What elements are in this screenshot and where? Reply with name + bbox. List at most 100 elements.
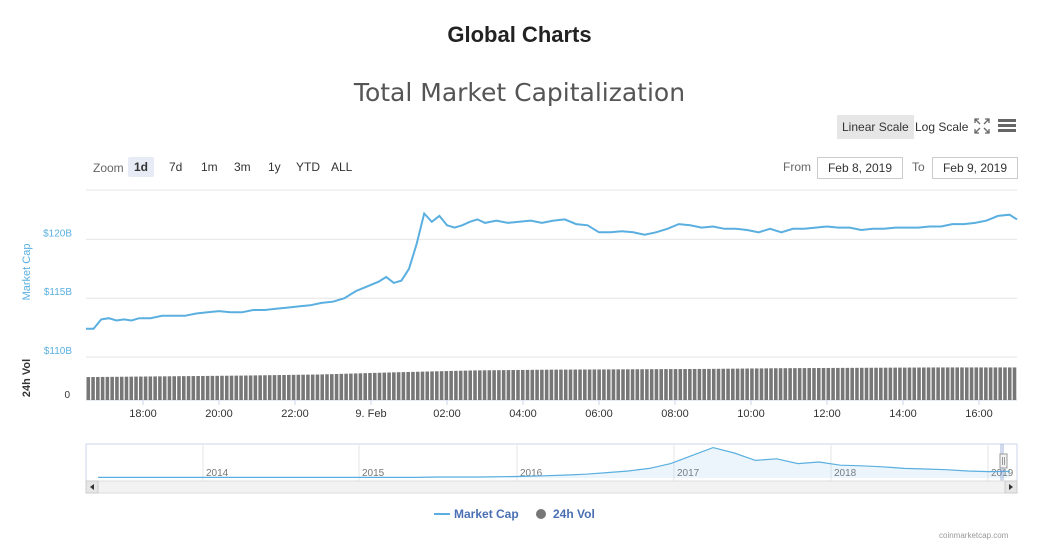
- scrollbar-track[interactable]: [85, 480, 1018, 494]
- volume-bar: [630, 369, 635, 400]
- volume-bar: [583, 369, 587, 400]
- volume-bar: [473, 370, 477, 400]
- volume-bar: [883, 367, 888, 400]
- arrow-left-icon[interactable]: [85, 480, 99, 494]
- x-tick-label: 18:00: [129, 408, 157, 420]
- zoom-1d-button[interactable]: 1d: [128, 157, 155, 177]
- volume-bar: [602, 369, 606, 400]
- navigator-line: [98, 446, 1011, 478]
- volume-bar: [158, 376, 162, 400]
- volume-bar: [315, 374, 320, 400]
- volume-bar: [525, 369, 530, 400]
- log-scale-button[interactable]: Log Scale: [915, 120, 969, 134]
- volume-bar: [234, 375, 239, 400]
- zoom-1y-button[interactable]: 1y: [268, 160, 281, 174]
- volume-bar: [124, 376, 129, 400]
- linear-scale-button[interactable]: Linear Scale: [837, 115, 914, 139]
- navigator-frame[interactable]: [85, 443, 1018, 482]
- volume-bar: [692, 368, 697, 400]
- from-date-input[interactable]: Feb 8, 2019: [817, 157, 903, 179]
- volume-bar: [640, 369, 644, 400]
- volume-bar: [387, 372, 391, 400]
- volume-bar: [220, 375, 224, 400]
- volume-bar: [802, 368, 807, 400]
- volume-bar: [320, 374, 325, 400]
- volume-bar: [740, 368, 745, 400]
- volume-bar: [960, 367, 964, 400]
- volume-bar: [707, 368, 711, 400]
- fullscreen-icon[interactable]: [974, 118, 990, 134]
- volume-bar: [764, 368, 769, 400]
- volume-bar: [425, 371, 430, 400]
- zoom-1m-button[interactable]: 1m: [201, 160, 218, 174]
- volume-bar: [898, 367, 902, 400]
- volume-bar: [449, 370, 453, 400]
- arrow-right-icon[interactable]: [1004, 480, 1018, 494]
- volume-bar: [922, 367, 926, 400]
- zoom-ytd-button[interactable]: YTD: [296, 160, 320, 174]
- volume-bar: [420, 371, 425, 400]
- volume-bar: [191, 376, 196, 400]
- legend-market-cap[interactable]: Market Cap: [434, 507, 519, 521]
- volume-bar: [411, 371, 415, 400]
- zoom-7d-button[interactable]: 7d: [169, 160, 183, 174]
- navigator-handle-icon[interactable]: [999, 453, 1008, 469]
- volume-bar: [793, 368, 797, 400]
- volume-bar: [310, 374, 315, 400]
- to-date-input[interactable]: Feb 9, 2019: [932, 157, 1018, 179]
- volume-bar: [941, 367, 945, 400]
- volume-bar: [468, 370, 473, 400]
- credit-link[interactable]: coinmarketcap.com: [939, 531, 1009, 540]
- volume-bar: [287, 374, 291, 400]
- volume-bar: [931, 367, 936, 400]
- zoom-all-button[interactable]: ALL: [331, 160, 353, 174]
- volume-bar: [148, 376, 153, 400]
- zoom-3m-button[interactable]: 3m: [234, 160, 251, 174]
- volume-bar: [759, 368, 764, 400]
- volume-bar: [334, 373, 339, 400]
- volume-bar: [516, 369, 520, 400]
- volume-bar: [530, 369, 535, 400]
- legend-24h-vol-label: 24h Vol: [553, 507, 595, 521]
- volume-bar: [487, 370, 492, 400]
- volume-bar: [91, 377, 95, 400]
- x-tick-label: 9. Feb: [355, 408, 386, 420]
- volume-bar: [611, 369, 616, 400]
- volume-bar: [267, 375, 272, 400]
- volume-bar: [544, 369, 549, 400]
- volume-bar: [721, 368, 726, 400]
- volume-bar: [711, 368, 716, 400]
- hamburger-menu-icon[interactable]: [998, 119, 1016, 133]
- volume-bar: [950, 367, 955, 400]
- volume-bar: [893, 367, 897, 400]
- volume-bar: [635, 369, 640, 400]
- volume-bar: [306, 374, 310, 400]
- volume-bar: [626, 369, 630, 400]
- volume-bar: [912, 367, 917, 400]
- volume-bar: [153, 376, 157, 400]
- navigator-year-label: 2017: [677, 468, 700, 479]
- page-heading: Global Charts: [447, 22, 592, 47]
- volume-bar: [621, 369, 625, 400]
- legend-24h-vol[interactable]: 24h Vol: [536, 507, 595, 521]
- volume-bar: [501, 370, 506, 400]
- volume-bar: [788, 368, 792, 400]
- x-tick-label: 10:00: [737, 408, 765, 420]
- volume-bar: [463, 370, 468, 400]
- volume-bar: [406, 371, 410, 400]
- volume-bar: [377, 372, 382, 400]
- x-tick-label: 20:00: [205, 408, 233, 420]
- volume-bar: [998, 367, 1002, 400]
- volume-bar: [435, 371, 439, 400]
- navigator-year-label: 2016: [520, 468, 543, 479]
- volume-bar: [826, 367, 831, 400]
- volume-bar: [511, 370, 515, 400]
- volume-bar: [559, 369, 563, 400]
- volume-bar: [754, 368, 759, 400]
- legend-market-cap-label: Market Cap: [454, 507, 519, 521]
- volume-bar: [869, 367, 874, 400]
- volume-bar: [936, 367, 940, 400]
- x-tick-label: 02:00: [433, 408, 461, 420]
- volume-bar: [673, 369, 678, 400]
